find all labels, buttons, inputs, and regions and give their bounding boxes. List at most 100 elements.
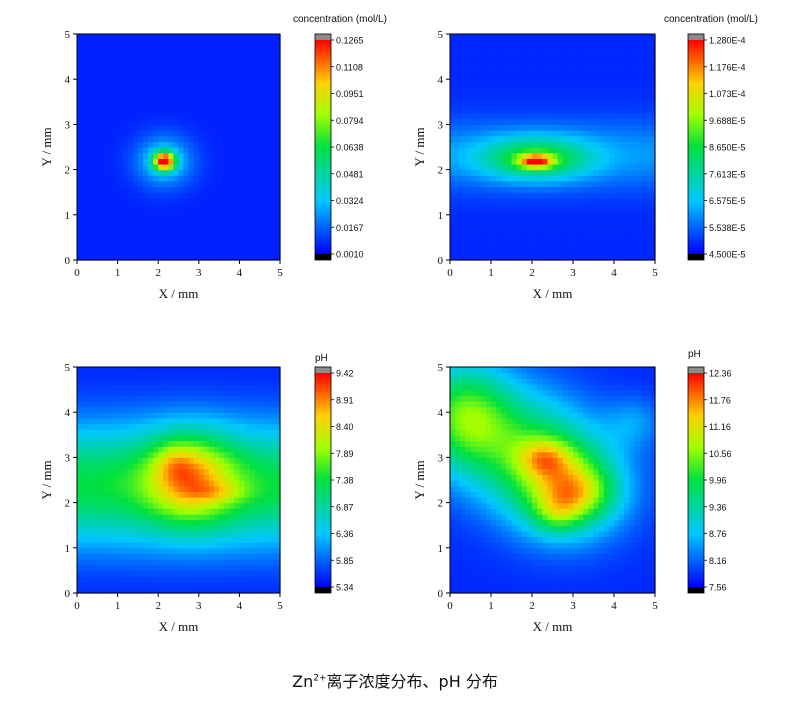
heatmap-cell — [264, 457, 271, 464]
heatmap-cell — [97, 56, 103, 63]
heatmap-cell — [168, 243, 175, 250]
heatmap-cell — [269, 536, 276, 543]
heatmap-cell — [573, 45, 579, 52]
heatmap-cell — [132, 118, 139, 125]
heatmap-cell — [644, 45, 651, 52]
heatmap-cell — [506, 34, 513, 41]
heatmap-cell — [274, 254, 281, 261]
heatmap-cell — [142, 485, 149, 492]
heatmap-cell — [87, 220, 93, 227]
heatmap-cell — [573, 237, 579, 244]
heatmap-cell — [163, 570, 169, 577]
heatmap-cell — [603, 79, 610, 86]
heatmap-cell — [264, 214, 271, 222]
heatmap-cell — [163, 39, 169, 46]
colorbar-tick-label: 6.575E-5 — [709, 196, 746, 206]
heatmap-cell — [259, 124, 266, 131]
heatmap-cell — [137, 530, 144, 538]
heatmap-cell — [552, 113, 559, 120]
heatmap-cell — [254, 417, 261, 425]
heatmap-cell — [158, 485, 164, 492]
heatmap-cell — [234, 587, 240, 594]
heatmap-cell — [219, 101, 225, 109]
heatmap-cell — [153, 56, 159, 63]
heatmap-cell — [148, 237, 154, 244]
heatmap-cell — [137, 39, 144, 46]
heatmap-cell — [122, 564, 129, 571]
heatmap-cell — [92, 389, 98, 396]
heatmap-cell — [475, 163, 482, 171]
heatmap-cell — [264, 67, 271, 75]
heatmap-cell — [239, 587, 246, 594]
heatmap-cell — [117, 248, 124, 255]
heatmap-cell — [203, 508, 210, 515]
heatmap-cell — [224, 468, 230, 475]
heatmap-cell — [183, 84, 190, 92]
heatmap-cell — [450, 73, 456, 80]
heatmap-cell — [153, 547, 159, 555]
heatmap-cell — [239, 180, 246, 188]
heatmap-cell — [239, 39, 246, 46]
heatmap-cell — [455, 581, 461, 588]
heatmap-cell — [644, 147, 651, 154]
heatmap-cell — [603, 203, 610, 210]
heatmap-cell — [547, 220, 554, 227]
heatmap-cell — [97, 90, 103, 97]
heatmap-cell — [107, 186, 114, 193]
heatmap-cell — [485, 50, 492, 58]
heatmap-cell — [229, 389, 235, 396]
heatmap-cell — [526, 67, 533, 75]
heatmap-cell — [82, 56, 88, 63]
heatmap-cell — [158, 62, 164, 69]
heatmap-cell — [234, 197, 240, 205]
heatmap-cell — [102, 468, 109, 475]
heatmap-cell — [97, 192, 103, 199]
heatmap-cell — [127, 237, 134, 244]
heatmap-cell — [229, 96, 235, 103]
heatmap-cell — [82, 491, 88, 498]
heatmap-cell — [107, 113, 114, 120]
heatmap-cell — [117, 73, 124, 80]
heatmap-cell — [537, 147, 543, 154]
heatmap-cell — [583, 101, 589, 109]
heatmap-cell — [593, 209, 600, 216]
heatmap-cell — [107, 79, 114, 86]
heatmap-cell — [224, 158, 230, 165]
heatmap-cell — [460, 254, 466, 261]
heatmap-cell — [178, 389, 185, 396]
heatmap-cell — [644, 101, 651, 109]
heatmap-cell — [214, 400, 220, 408]
heatmap-cell — [537, 180, 543, 188]
heatmap-cell — [249, 429, 256, 436]
heatmap-cell — [219, 378, 225, 385]
heatmap-cell — [127, 564, 134, 571]
heatmap-cell — [87, 101, 93, 109]
heatmap-cell — [264, 90, 271, 97]
heatmap-cell — [506, 197, 513, 205]
heatmap-cell — [168, 180, 175, 188]
heatmap-cell — [122, 231, 129, 238]
heatmap-cell — [132, 463, 139, 470]
heatmap-cell — [573, 587, 579, 594]
heatmap-cell — [460, 237, 466, 244]
heatmap-cell — [542, 79, 548, 86]
heatmap-cell — [254, 175, 261, 182]
heatmap-cell — [644, 56, 651, 63]
heatmap-cell — [526, 175, 533, 182]
heatmap-cell — [92, 90, 98, 97]
heatmap-cell — [547, 587, 554, 594]
heatmap-cell — [168, 553, 175, 560]
heatmap-cell — [644, 141, 651, 148]
heatmap-cell — [142, 180, 149, 188]
heatmap-cell — [557, 175, 564, 182]
heatmap-cell — [112, 491, 119, 498]
heatmap-cell — [188, 197, 195, 205]
heatmap-cell — [82, 457, 88, 464]
heatmap-cell — [183, 175, 190, 182]
heatmap-cell — [193, 124, 200, 131]
heatmap-cell — [92, 581, 98, 588]
heatmap-cell — [567, 96, 574, 103]
heatmap-cell — [239, 141, 246, 148]
heatmap-cell — [153, 220, 159, 227]
heatmap-cell — [153, 570, 159, 577]
